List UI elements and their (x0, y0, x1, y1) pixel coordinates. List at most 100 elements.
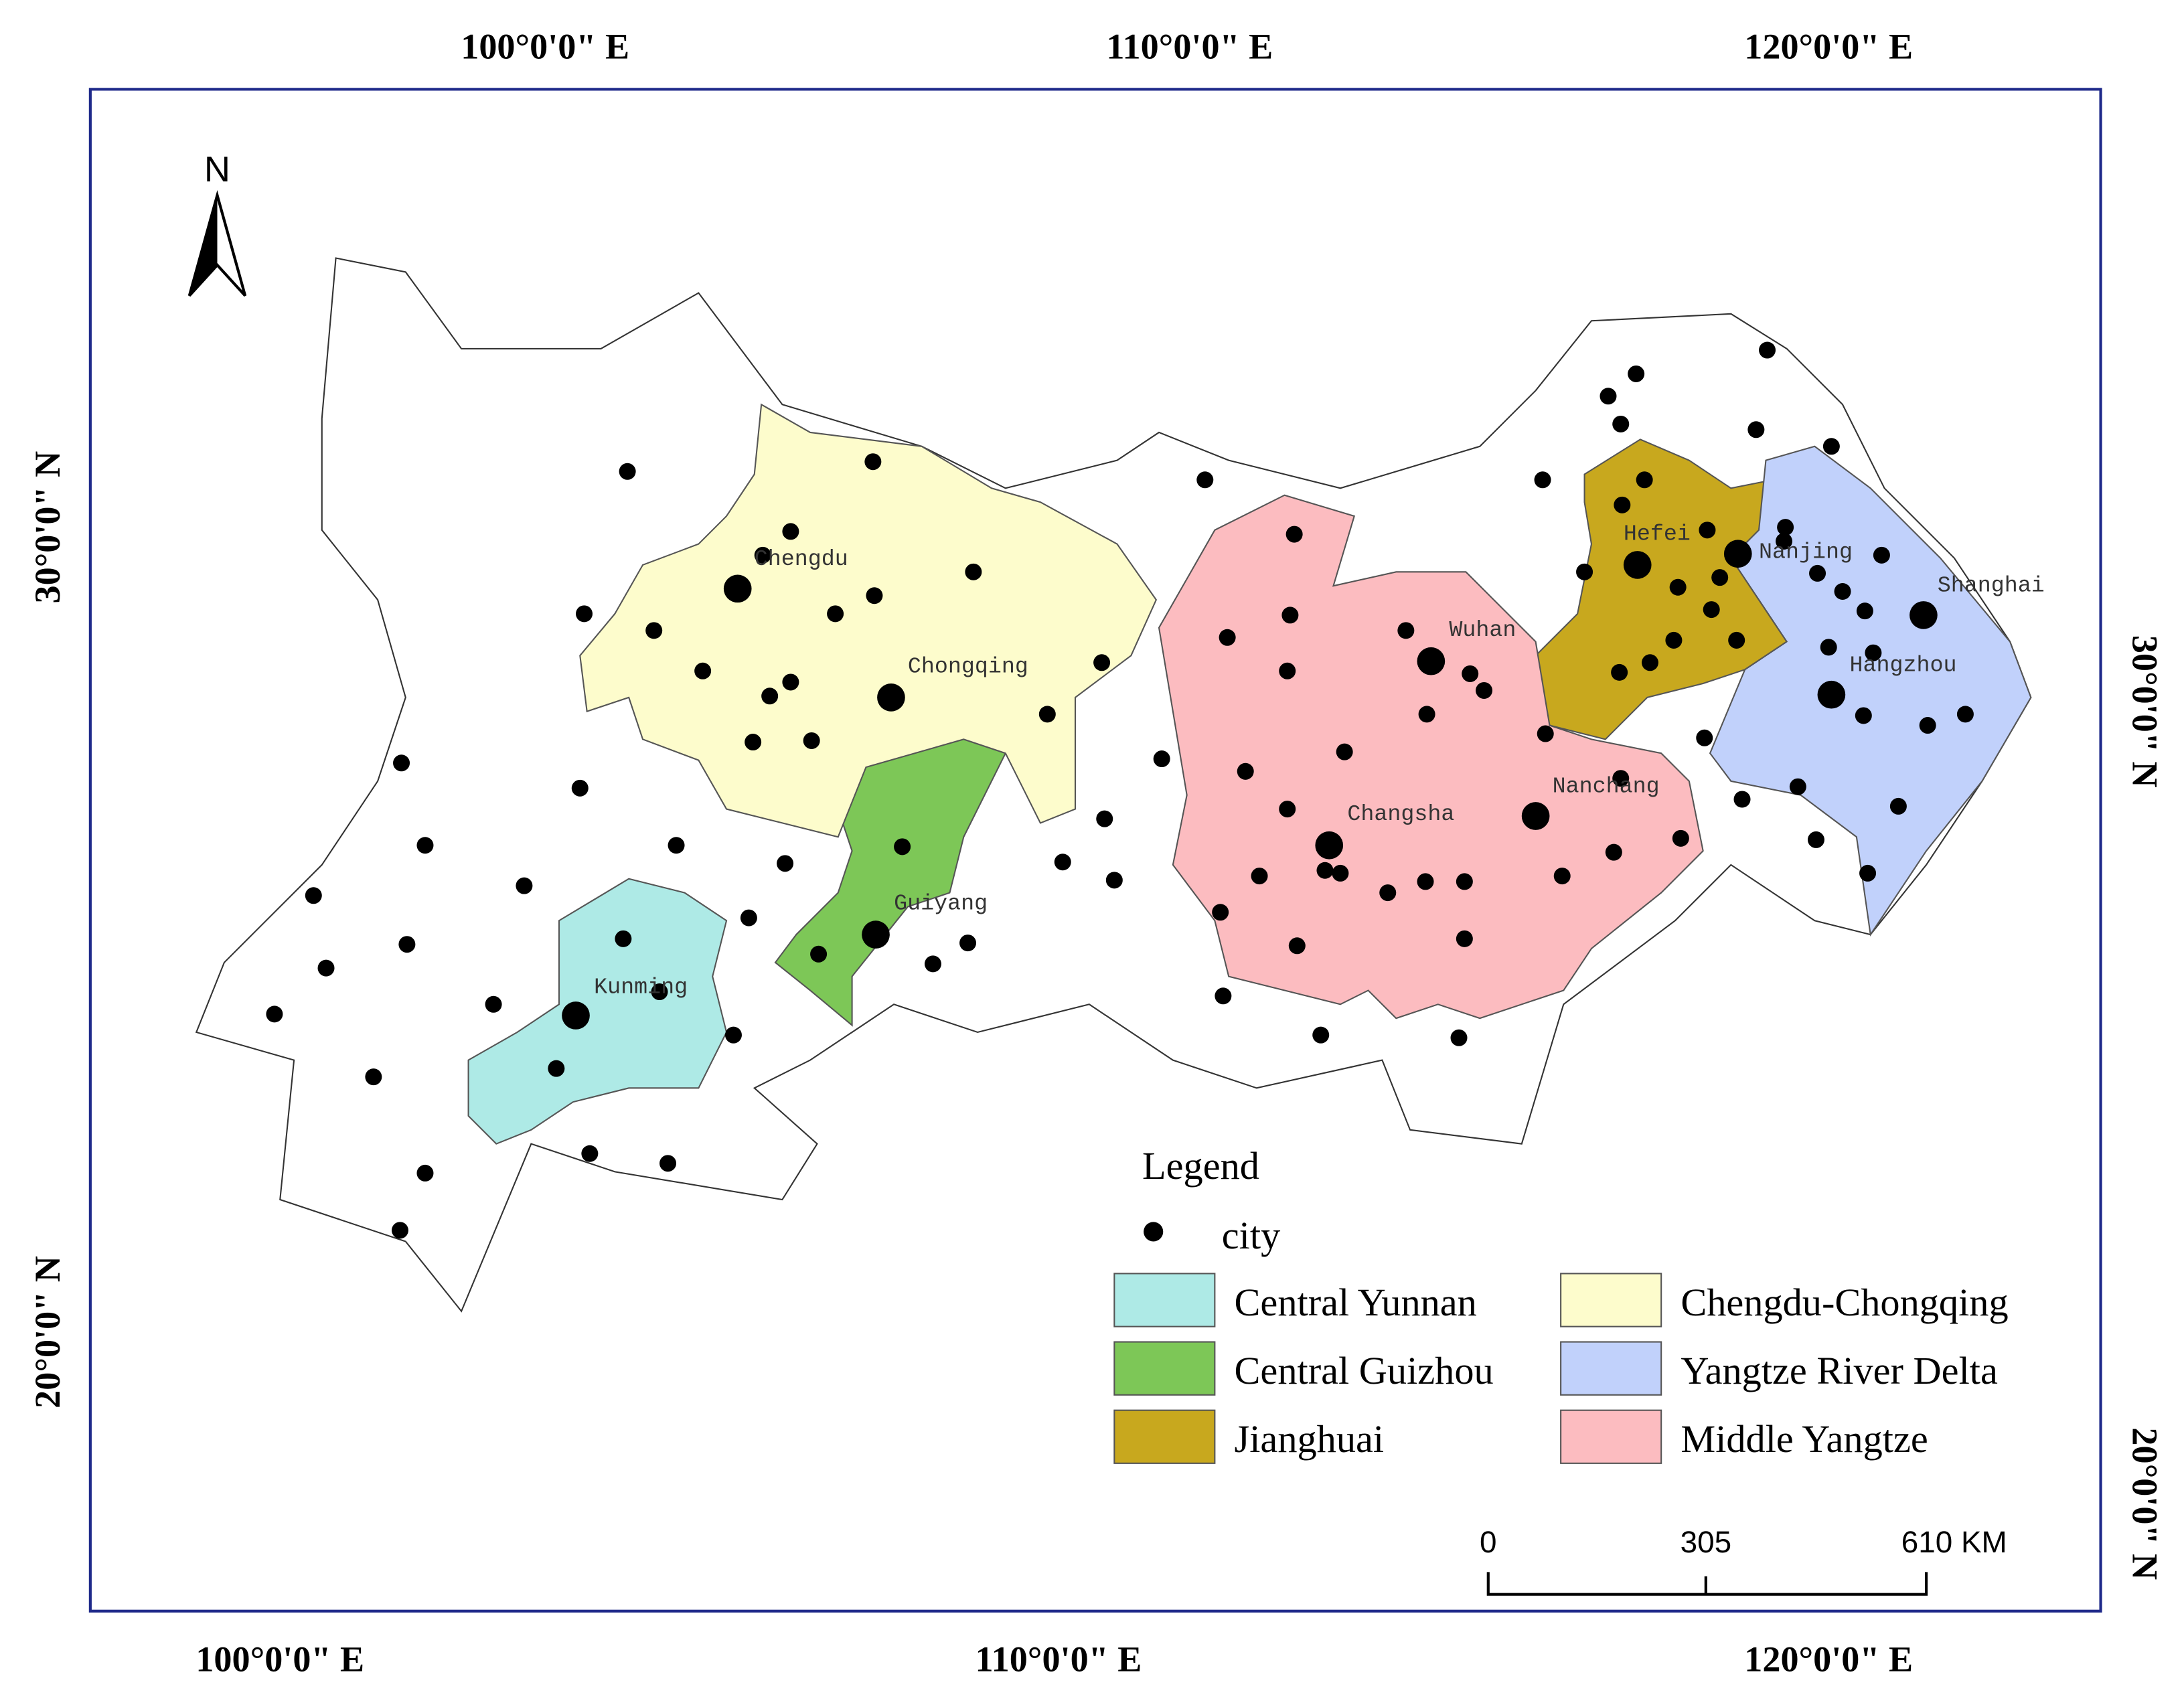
city-dot (1093, 654, 1111, 671)
major-city-dot (1417, 647, 1446, 675)
region (467, 878, 728, 1145)
city-dot (1699, 521, 1716, 539)
city-dot (1316, 862, 1334, 879)
city-dot (894, 838, 911, 856)
major-city-dot (1909, 601, 1938, 629)
city-dot (1456, 873, 1473, 890)
city-dot (740, 909, 757, 926)
city-dot (391, 1222, 408, 1239)
legend-city-dot (1144, 1222, 1164, 1242)
city-dot (754, 546, 771, 564)
city-dot (1807, 831, 1824, 848)
region (1158, 494, 1704, 1020)
city-dot (1600, 388, 1617, 405)
top-coord-label: 100°0'0" E (461, 27, 629, 67)
city-dot (1312, 1026, 1330, 1044)
city-dot (398, 936, 416, 953)
bottom-coord-label: 110°0'0" E (976, 1639, 1142, 1679)
city-dot (1215, 987, 1232, 1005)
city-dot (1855, 707, 1872, 724)
city-dot (761, 687, 779, 705)
left-coord-label: 30°0'0" N (27, 451, 68, 604)
city-dot (745, 734, 762, 751)
legend-title: Legend (1142, 1144, 1259, 1188)
legend-label: Central Guizhou (1235, 1349, 1494, 1392)
city-name: Hangzhou (1849, 653, 1956, 678)
city-dot (1285, 525, 1303, 543)
city-dot (1418, 706, 1435, 723)
city-name: Chengdu (755, 547, 848, 572)
regions (467, 403, 2032, 1145)
city-dot (1612, 415, 1630, 432)
city-name: Changsha (1347, 802, 1454, 827)
city-dot (777, 855, 794, 872)
city-dot (1747, 421, 1765, 438)
city-dot (1611, 663, 1628, 681)
city-dot (1237, 762, 1254, 780)
city-dot (1672, 829, 1689, 847)
legend-label: Middle Yangtze (1681, 1417, 1928, 1461)
city-dot (1379, 884, 1397, 902)
city-dot (1614, 496, 1631, 513)
city-dot (1809, 564, 1826, 582)
city-dot (1336, 743, 1353, 760)
city-dot (1281, 606, 1299, 624)
city-dot (619, 463, 636, 480)
city-name: Kunming (594, 975, 688, 1001)
legend-swatch (1560, 1273, 1662, 1327)
city-dot (782, 523, 799, 540)
city-dot (803, 732, 820, 749)
major-city-dot (723, 574, 752, 603)
major-city-dot (1315, 831, 1344, 860)
city-dot (1553, 868, 1571, 885)
city-dot (1834, 583, 1851, 600)
right-coord-label: 30°0'0" N (2124, 635, 2165, 788)
city-name: Chongqing (908, 654, 1028, 679)
city-dot (724, 1026, 742, 1044)
city-dot (1288, 937, 1306, 955)
scale-label: 0 (1480, 1525, 1497, 1559)
city-dot (581, 1145, 599, 1162)
city-dot (1865, 644, 1882, 661)
city-dot (1822, 438, 1840, 455)
bottom-coord-label: 120°0'0" E (1744, 1639, 1913, 1679)
city-dot (1856, 602, 1873, 620)
city-dot (393, 754, 410, 772)
city-dot (1669, 578, 1687, 596)
scale-bar (1486, 1572, 1928, 1596)
major-city-dot (1817, 680, 1846, 709)
top-coord-label: 110°0'0" E (1106, 27, 1273, 67)
cities (266, 341, 1974, 1239)
city-dot (1096, 810, 1113, 827)
city-dot (1873, 546, 1890, 564)
city-dot (1038, 706, 1056, 723)
city-dot (1476, 681, 1493, 699)
scale-label: 305 (1681, 1525, 1731, 1559)
city-dot (1397, 622, 1415, 639)
city-dot (1777, 519, 1794, 536)
legend-label: Yangtze River Delta (1681, 1349, 1998, 1392)
city-dot (416, 1164, 434, 1182)
legend-swatch (1560, 1341, 1662, 1396)
city-dot (576, 605, 593, 623)
city-dot (864, 453, 882, 471)
city-name: Wuhan (1449, 618, 1516, 643)
legend-label: Jianghuai (1235, 1417, 1385, 1461)
region (1709, 445, 2032, 937)
city-dot (1919, 717, 1936, 734)
city-dot (1703, 601, 1720, 619)
city-dot (1641, 654, 1658, 671)
legend-swatch (1113, 1409, 1216, 1464)
city-dot (1153, 750, 1170, 768)
city-dot (1212, 904, 1229, 921)
city-dot (810, 945, 828, 963)
city-dot (1789, 778, 1806, 795)
top-coord-label: 120°0'0" E (1744, 27, 1913, 67)
city-dot (1696, 729, 1713, 746)
legend-swatch (1113, 1273, 1216, 1327)
city-dot (485, 995, 502, 1013)
city-dot (659, 1155, 677, 1172)
city-dot (305, 887, 322, 904)
city-name: Hefei (1624, 521, 1691, 547)
